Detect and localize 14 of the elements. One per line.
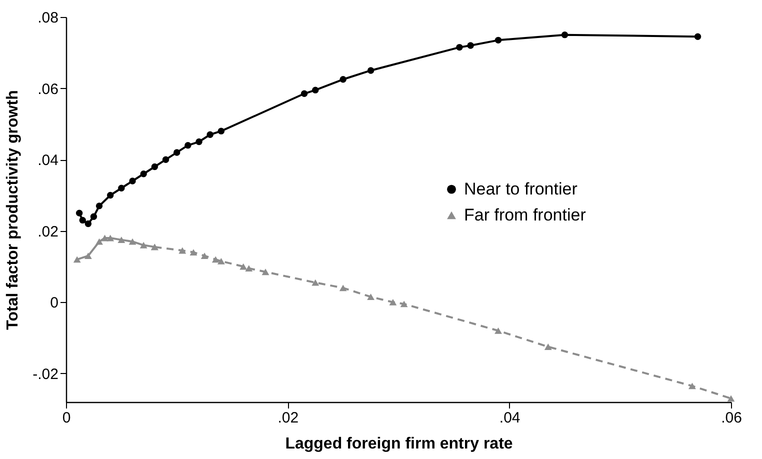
legend-label: Near to frontier: [464, 179, 578, 198]
y-tick-label: -.02: [32, 366, 58, 383]
y-tick-label: .04: [38, 152, 58, 170]
y-tick-label: .08: [38, 10, 58, 26]
x-axis-title: Lagged foreign firm entry rate: [285, 436, 513, 452]
legend-label: Far from frontier: [464, 205, 586, 224]
x-tick-label: .06: [721, 410, 742, 426]
x-tick-label: 0: [62, 410, 71, 426]
y-tick-label: 0: [50, 294, 58, 312]
y-axis-title: Total factor productivity growth: [4, 90, 22, 330]
x-tick-label: .02: [278, 410, 299, 426]
y-tick-label: .06: [38, 80, 58, 98]
y-tick-label: .02: [38, 223, 58, 240]
x-tick-label: .04: [499, 410, 520, 426]
